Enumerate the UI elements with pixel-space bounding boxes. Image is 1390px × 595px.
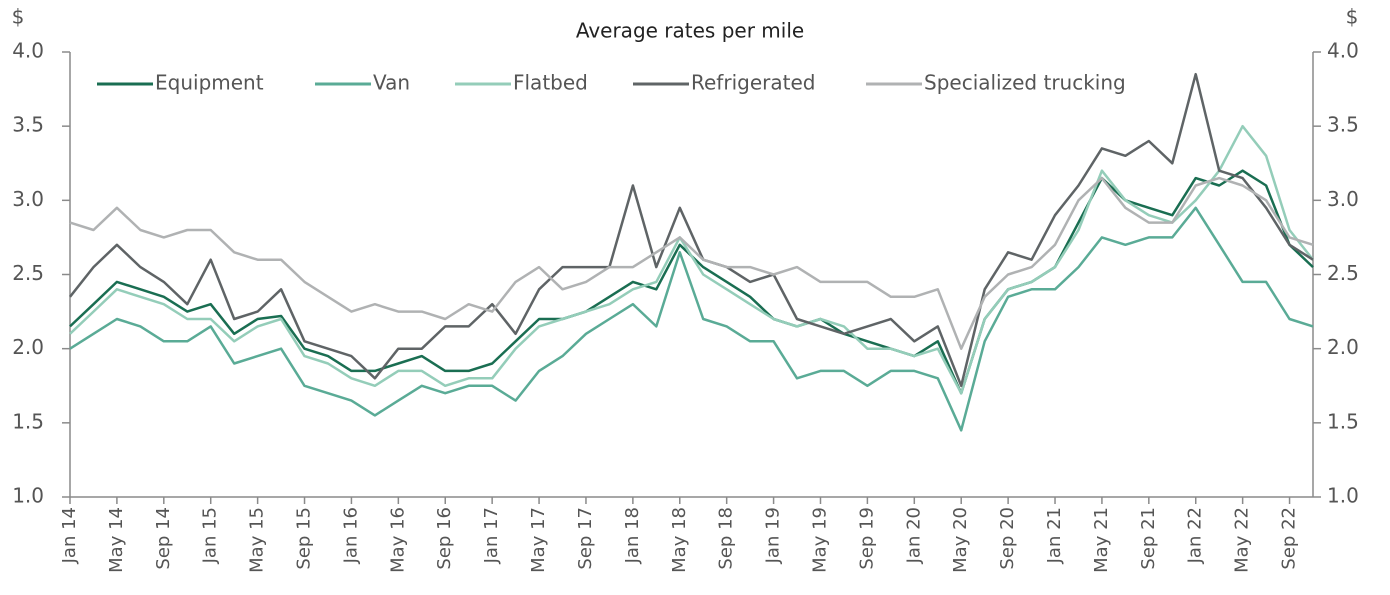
y2-tick-label: 3.5 [1327, 113, 1359, 137]
x-tick-label: May 16 [387, 507, 408, 573]
x-tick-label: May 21 [1091, 507, 1112, 573]
x-tick-label: Jan 19 [763, 507, 784, 564]
y-axis-label: $ [12, 5, 25, 29]
x-tick-label: Jan 18 [622, 507, 643, 564]
y-tick-label: 4.0 [12, 39, 44, 63]
x-tick-label: May 15 [247, 507, 268, 573]
x-tick-label: Jan 22 [1185, 507, 1206, 564]
x-tick-label: Sep 21 [1138, 507, 1159, 570]
x-tick-label: Sep 22 [1279, 507, 1300, 570]
legend-label: Refrigerated [691, 71, 815, 95]
y-tick-label: 2.5 [12, 261, 44, 285]
y-tick-label: 1.0 [12, 484, 44, 508]
legend-label: Equipment [155, 71, 264, 95]
series-line [69, 72, 1314, 388]
x-tick-label: Sep 16 [434, 507, 455, 570]
legend-label: Flatbed [513, 71, 588, 95]
y2-tick-label: 2.5 [1327, 261, 1359, 285]
x-tick-label: Sep 14 [153, 507, 174, 570]
y2-tick-label: 1.5 [1327, 409, 1359, 433]
x-tick-label: Jan 15 [200, 507, 221, 564]
series-line [69, 206, 1314, 432]
series-line [69, 176, 1314, 350]
y-tick-label: 2.0 [12, 335, 44, 359]
y2-tick-label: 4.0 [1327, 39, 1359, 63]
x-tick-label: Sep 19 [856, 507, 877, 570]
y2-tick-label: 3.0 [1327, 187, 1359, 211]
y-tick-label: 1.5 [12, 409, 44, 433]
y2-axis-label: $ [1346, 5, 1359, 29]
legend-label: Specialized trucking [924, 71, 1126, 95]
x-tick-label: May 18 [669, 507, 690, 573]
y-tick-label: 3.5 [12, 113, 44, 137]
x-tick-label: May 14 [106, 507, 127, 573]
x-tick-label: May 22 [1232, 507, 1253, 573]
x-tick-label: May 19 [809, 507, 830, 573]
series-line [69, 124, 1314, 395]
legend-label: Van [373, 71, 410, 95]
x-tick-label: Jan 14 [59, 507, 80, 564]
x-tick-label: Jan 16 [340, 507, 361, 564]
x-tick-label: May 20 [950, 507, 971, 573]
x-tick-label: Jan 20 [903, 507, 924, 564]
x-tick-label: Jan 21 [1044, 507, 1065, 564]
x-tick-label: Sep 18 [716, 507, 737, 570]
chart-title: Average rates per mile [576, 19, 804, 43]
x-tick-label: Sep 20 [997, 507, 1018, 570]
x-tick-label: Jan 17 [481, 507, 502, 564]
x-tick-label: May 17 [528, 507, 549, 573]
y-tick-label: 3.0 [12, 187, 44, 211]
x-tick-label: Sep 17 [575, 507, 596, 570]
y2-tick-label: 2.0 [1327, 335, 1359, 359]
x-tick-label: Sep 15 [294, 507, 315, 570]
y2-tick-label: 1.0 [1327, 484, 1359, 508]
